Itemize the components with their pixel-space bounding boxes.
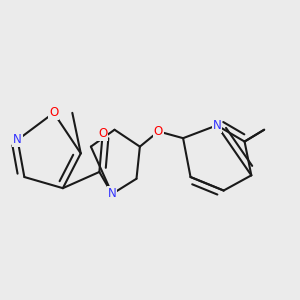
Text: N: N (13, 134, 22, 146)
Text: N: N (108, 188, 116, 200)
Text: O: O (154, 125, 163, 138)
Text: O: O (49, 106, 58, 119)
Text: N: N (212, 119, 221, 132)
Text: O: O (98, 127, 107, 140)
